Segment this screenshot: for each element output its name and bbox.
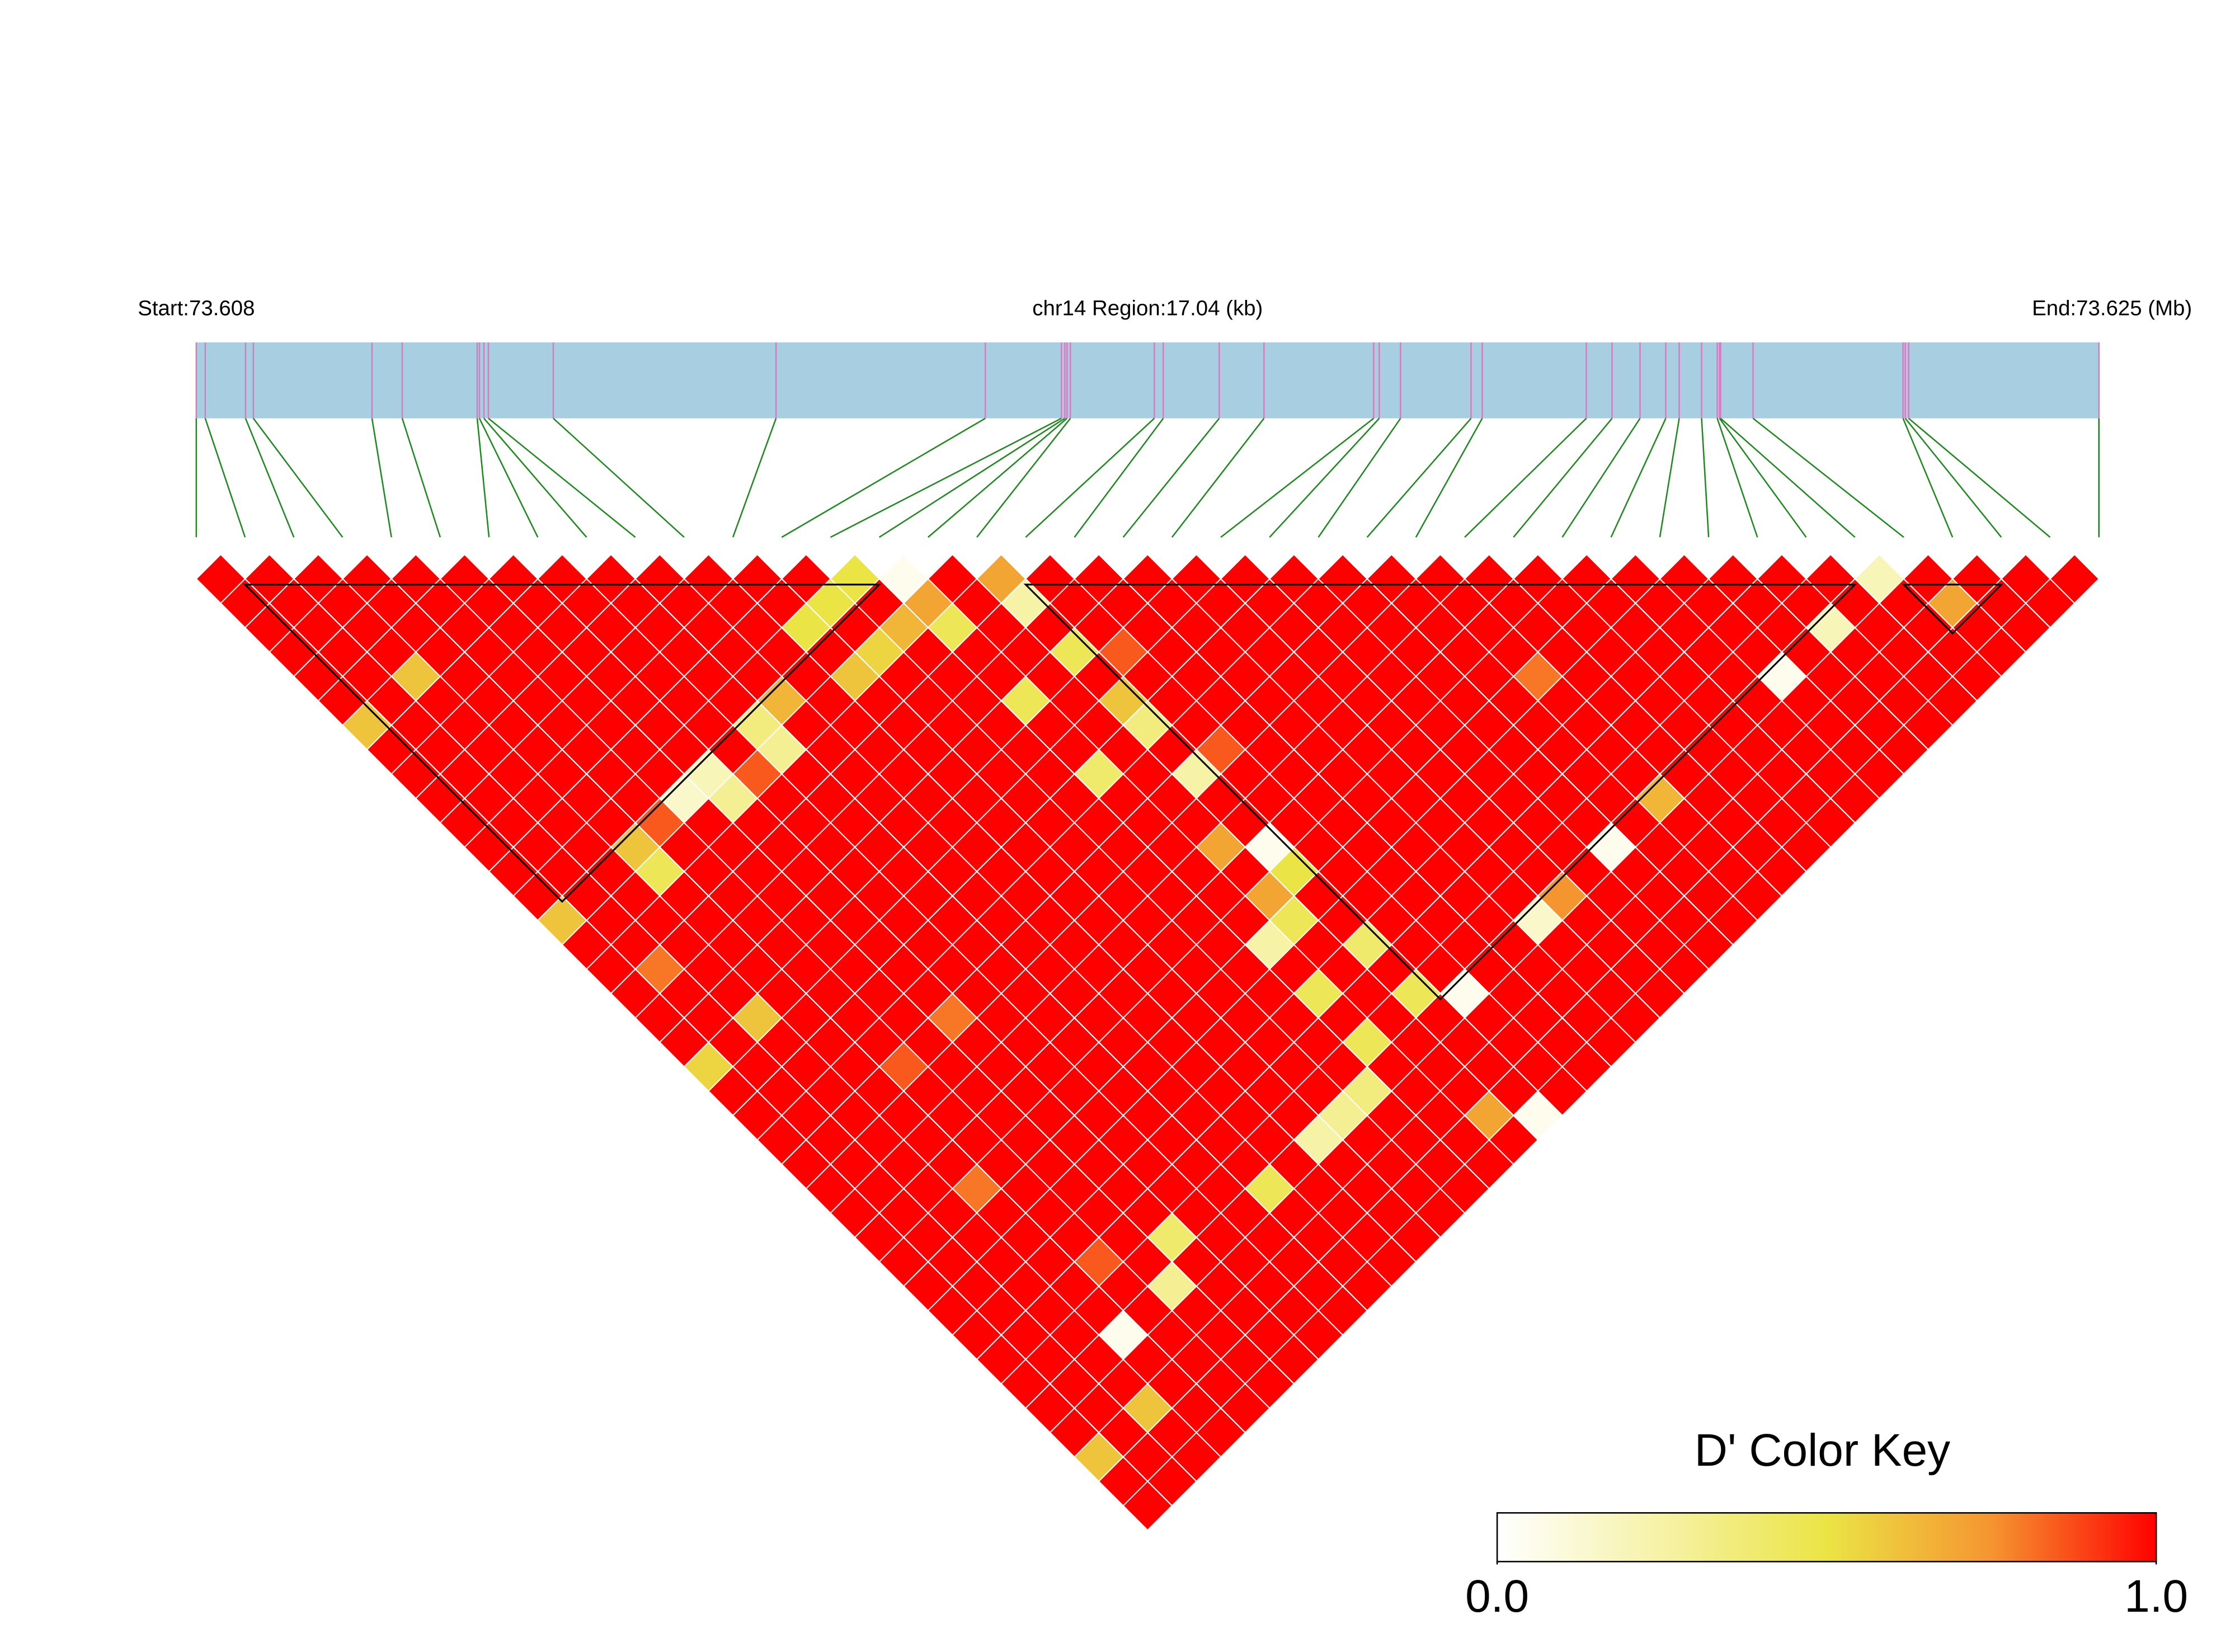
snp-connector [553,417,685,538]
snp-connector [371,418,392,538]
snp-connector [252,418,344,538]
snp-connector [928,417,1068,538]
snp-connector [1719,418,1807,538]
ld-block [243,583,882,903]
snp-connector [1561,418,1641,538]
snp-connector [1752,417,1904,538]
start-label: Start:73.608 [138,296,255,320]
ld-block [1023,583,1857,1001]
color-key [1496,1512,2157,1562]
heatmap [195,553,2100,1531]
snp-connector [401,418,441,538]
snp-connector [1902,418,1954,538]
snp-connector [1659,418,1680,538]
snp-connector [976,418,1071,538]
snp-connector [1716,418,1758,538]
snp-connector [1269,417,1380,538]
snp-connector [1701,418,1710,538]
snp-connector [483,417,587,538]
region-bar [196,342,2099,418]
ld-block [1902,583,2004,635]
region-label: chr14 Region:17.04 (kb) [1032,296,1263,320]
snp-connector [1171,418,1265,538]
snp-connector [781,417,986,538]
snp-connector [1464,417,1587,538]
snp-connector [244,418,295,538]
snp-connector [1513,417,1613,538]
key-tick-label: 0.0 [1465,1571,1529,1622]
color-key-title: D' Color Key [1695,1425,1950,1476]
snp-connector [830,417,1062,538]
snp-connector [1366,417,1472,538]
snp-connector [488,417,636,538]
snp-connector [1720,417,1856,538]
snp-connector [1908,417,2051,538]
snp-connector [478,418,539,538]
snp-connector [1904,417,2002,538]
snp-connector [1610,418,1667,538]
snp-connector [476,418,490,538]
snp-connector [732,418,777,538]
snp-connector [1074,418,1164,538]
key-tick-label: 1.0 [2124,1571,2188,1622]
snp-connector [204,418,246,538]
ld-cell [1122,1480,1173,1531]
snp-connector [1415,418,1483,538]
snp-connector [1220,417,1375,538]
snp-connector [1122,417,1220,538]
snp-connector [1318,418,1401,538]
snp-connector [878,417,1065,538]
snp-connector [1025,417,1155,538]
end-label: End:73.625 (Mb) [2032,296,2192,320]
